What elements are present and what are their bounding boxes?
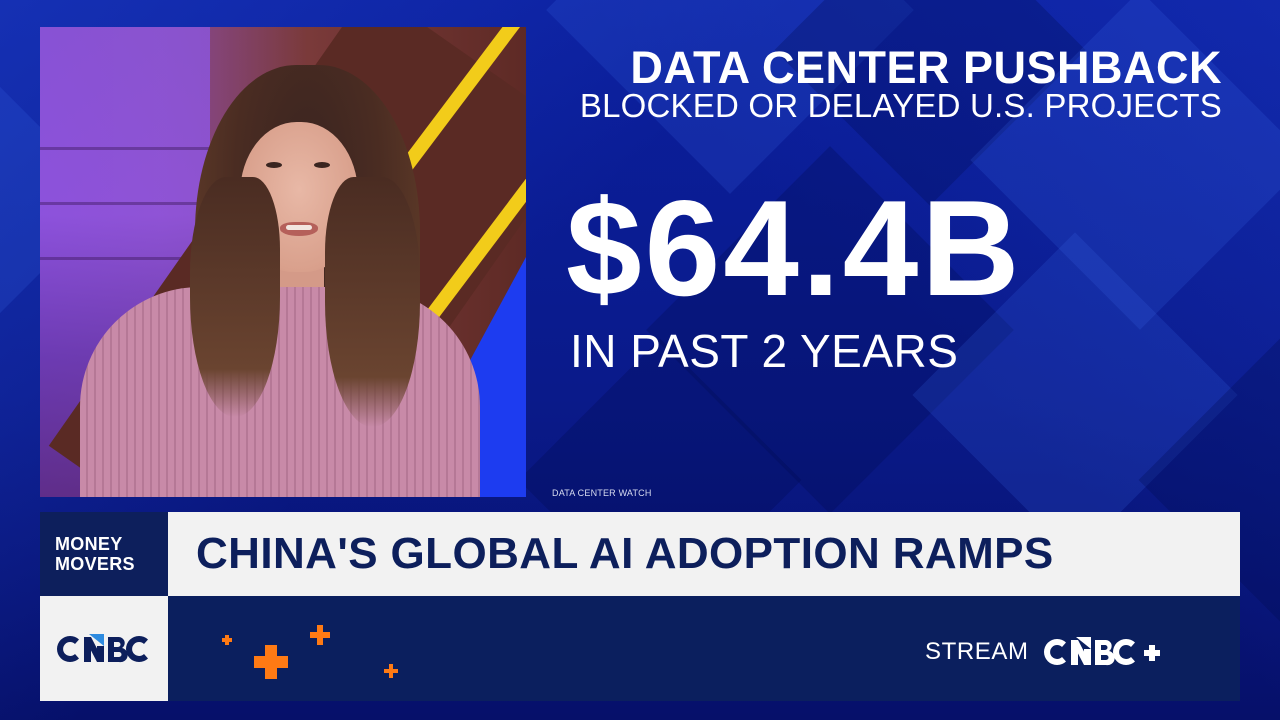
plus-icon [222, 635, 232, 645]
plus-icon [310, 625, 330, 645]
presenter [40, 27, 526, 497]
stream-promo: STREAM [925, 630, 1181, 674]
headline-bar: CHINA'S GLOBAL AI ADOPTION RAMPS [168, 512, 1240, 596]
wall-plank [40, 257, 210, 260]
graphic-caption: IN PAST 2 YEARS [570, 325, 959, 377]
presenter-sweater [80, 287, 480, 497]
wall-plank [40, 147, 210, 150]
show-name-line1: MONEY [55, 534, 123, 554]
graphic-subtitle: BLOCKED OR DELAYED U.S. PROJECTS [579, 87, 1222, 124]
wall-plank [40, 202, 210, 205]
graphic-source: DATA CENTER WATCH [552, 488, 652, 498]
cnbc-logo-icon [56, 632, 152, 666]
stream-label: STREAM [925, 638, 1029, 665]
cnbc-plus-logo-icon [1043, 635, 1181, 669]
show-name-line2: MOVERS [55, 554, 135, 574]
presenter-eye [266, 162, 282, 168]
graphic-title: DATA CENTER PUSHBACK [630, 42, 1222, 93]
plus-icon [254, 645, 288, 679]
plus-icon [384, 664, 398, 678]
network-logo-box [40, 596, 168, 701]
headline-text: CHINA'S GLOBAL AI ADOPTION RAMPS [196, 529, 1054, 578]
presenter-hair [325, 177, 420, 427]
promo-bar [168, 596, 1240, 701]
presenter-eye [314, 162, 330, 168]
presenter-mouth [280, 222, 318, 236]
presenter-hair [190, 177, 280, 417]
graphic-value: $64.4B [566, 172, 1023, 324]
video-feed [40, 27, 526, 497]
show-name-box: MONEY MOVERS [40, 512, 168, 596]
